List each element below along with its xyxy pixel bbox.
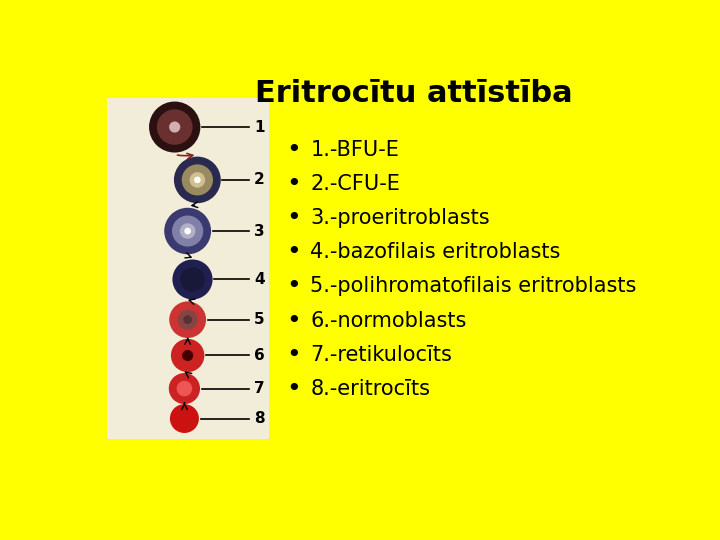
Ellipse shape: [157, 109, 192, 145]
Text: 6.-normoblasts: 6.-normoblasts: [310, 310, 467, 330]
Text: 7: 7: [254, 381, 265, 396]
Ellipse shape: [176, 381, 192, 396]
Text: 1.-BFU-E: 1.-BFU-E: [310, 140, 400, 160]
Text: 2.-CFU-E: 2.-CFU-E: [310, 174, 400, 194]
Text: •: •: [287, 377, 301, 401]
Text: 5: 5: [254, 312, 265, 327]
FancyBboxPatch shape: [107, 98, 269, 439]
Text: 6: 6: [254, 348, 265, 363]
Text: 5.-polihromatofilais eritroblasts: 5.-polihromatofilais eritroblasts: [310, 276, 636, 296]
Text: 3: 3: [254, 224, 265, 239]
Ellipse shape: [180, 267, 204, 292]
Ellipse shape: [178, 310, 198, 329]
Ellipse shape: [181, 164, 213, 195]
Text: •: •: [287, 138, 301, 162]
Text: 7.-retikulocīts: 7.-retikulocīts: [310, 345, 452, 364]
Text: Eritrocītu attīstība: Eritrocītu attīstība: [255, 79, 572, 109]
Text: •: •: [287, 172, 301, 196]
Ellipse shape: [164, 208, 211, 254]
Text: 8.-eritrocīts: 8.-eritrocīts: [310, 379, 431, 399]
Ellipse shape: [189, 172, 205, 188]
Text: •: •: [287, 308, 301, 333]
Ellipse shape: [172, 215, 203, 247]
Ellipse shape: [169, 301, 206, 338]
Text: •: •: [287, 240, 301, 264]
Text: •: •: [287, 274, 301, 299]
Text: 8: 8: [254, 411, 265, 426]
Text: 1: 1: [254, 119, 264, 134]
Ellipse shape: [184, 228, 191, 234]
Text: •: •: [287, 342, 301, 367]
Ellipse shape: [171, 339, 204, 372]
Ellipse shape: [168, 373, 200, 404]
Text: 4.-bazofilais eritroblasts: 4.-bazofilais eritroblasts: [310, 242, 561, 262]
Ellipse shape: [183, 315, 192, 324]
Ellipse shape: [169, 122, 180, 133]
Text: 4: 4: [254, 272, 265, 287]
Ellipse shape: [194, 177, 201, 183]
Ellipse shape: [180, 223, 195, 239]
Text: •: •: [287, 206, 301, 230]
Ellipse shape: [149, 102, 200, 152]
Text: 3.-proeritroblasts: 3.-proeritroblasts: [310, 208, 490, 228]
Ellipse shape: [174, 157, 221, 203]
Text: 2: 2: [254, 172, 265, 187]
Ellipse shape: [172, 260, 212, 299]
Ellipse shape: [182, 350, 193, 361]
Ellipse shape: [170, 404, 199, 433]
